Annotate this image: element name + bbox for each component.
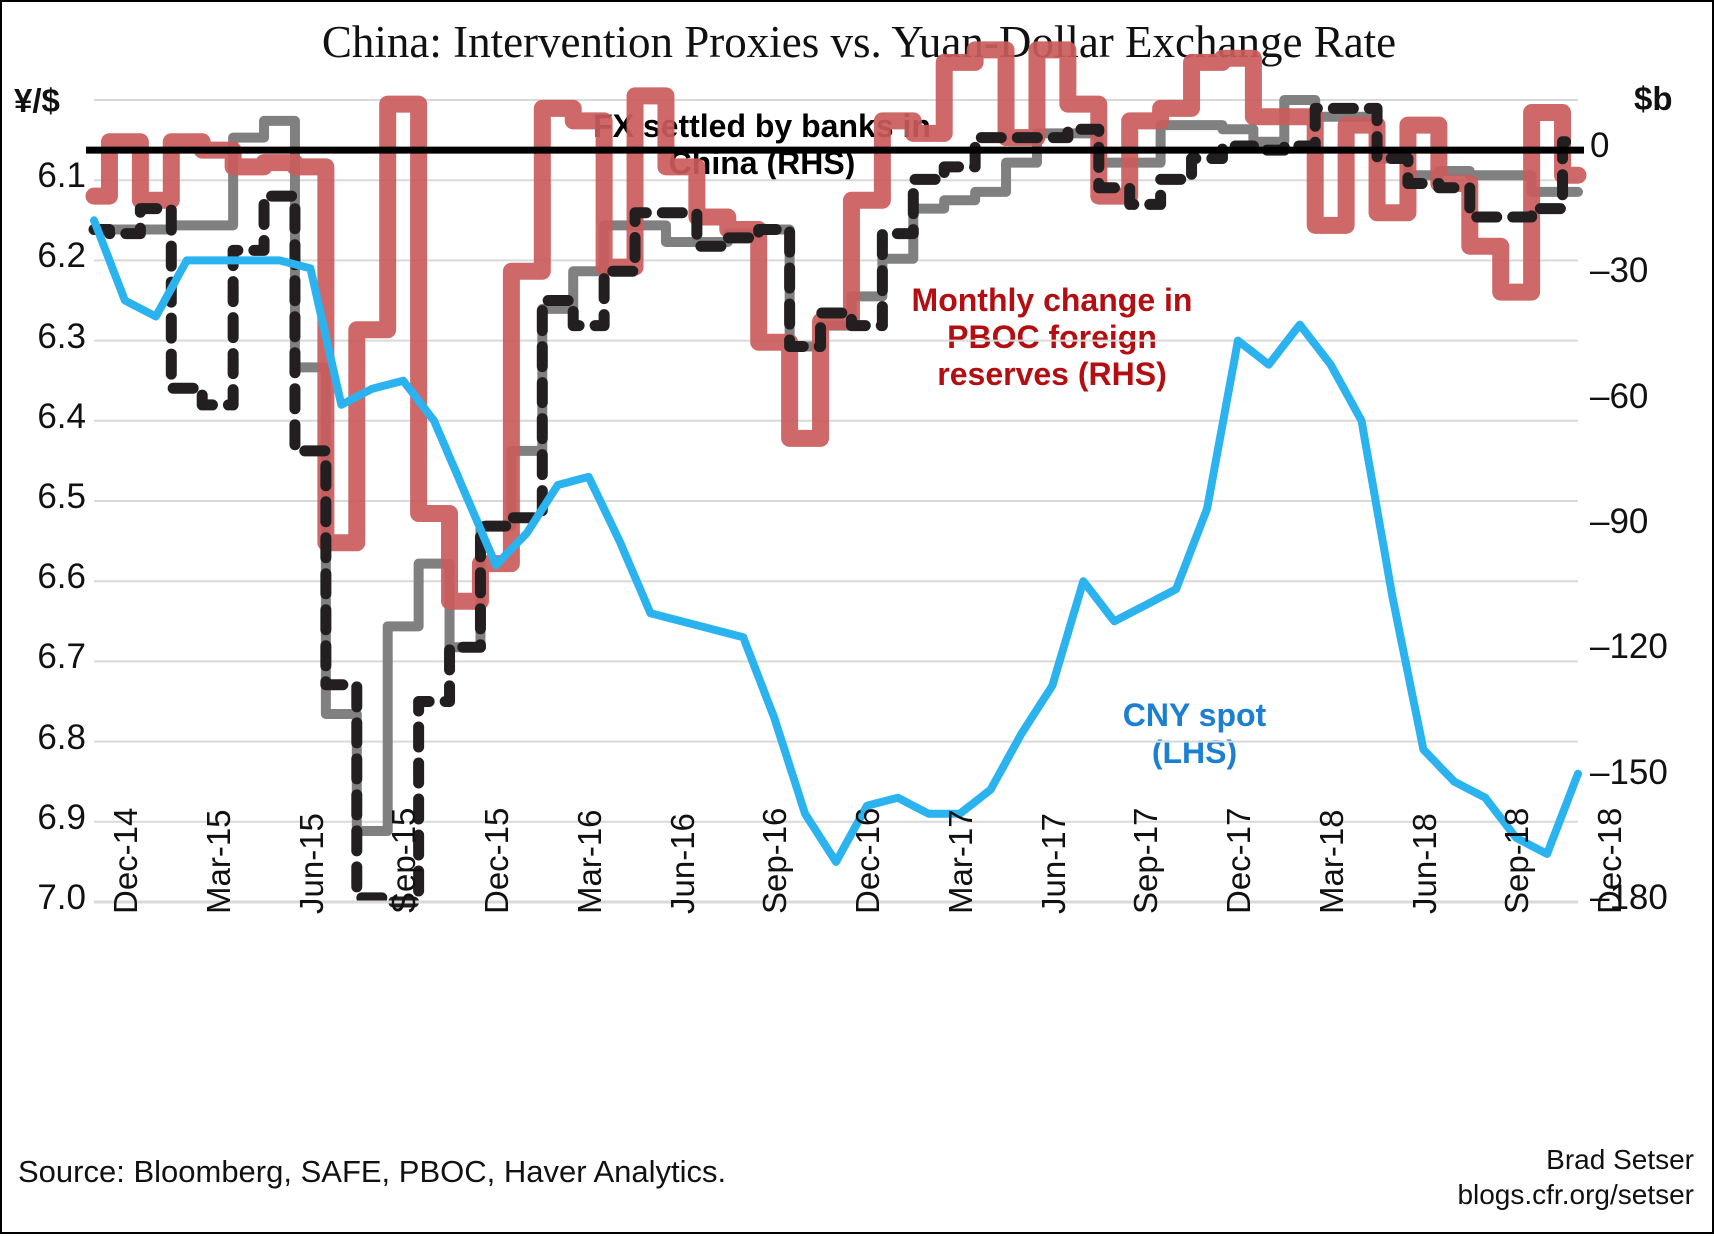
x-axis-tick: Dec-14 bbox=[107, 807, 144, 914]
right-axis-unit-label: $b bbox=[1634, 80, 1673, 117]
x-axis-tick: Mar-18 bbox=[1312, 809, 1350, 914]
left-axis-tick: 6.5 bbox=[37, 477, 86, 516]
x-axis-tick: Jun-17 bbox=[1034, 813, 1072, 914]
x-axis-tick: Dec-18 bbox=[1591, 807, 1628, 914]
x-axis-tick: Jun-18 bbox=[1405, 813, 1443, 914]
right-axis-tick: –60 bbox=[1590, 376, 1649, 416]
annotation-cny-line1: CNY spot bbox=[1122, 697, 1267, 733]
x-axis-tick: Sep-17 bbox=[1127, 807, 1165, 914]
left-axis-tick: 6.9 bbox=[37, 797, 86, 837]
annotation-cny-line2: (LHS) bbox=[1151, 733, 1238, 770]
left-axis-tick: 6.4 bbox=[37, 396, 86, 436]
credit-block: Brad Setser blogs.cfr.org/setser bbox=[1457, 1142, 1694, 1212]
right-axis-tick: 0 bbox=[1590, 126, 1610, 166]
right-axis-tick: –120 bbox=[1590, 627, 1668, 667]
right-axis-tick: –180 bbox=[1590, 878, 1668, 917]
credit-author: Brad Setser bbox=[1546, 1144, 1694, 1175]
annotation-pboc-line3: reserves (RHS) bbox=[937, 355, 1167, 392]
x-axis-tick: Mar-17 bbox=[941, 809, 979, 914]
x-axis-tick: Sep-18 bbox=[1498, 807, 1536, 914]
x-axis-tick: Mar-15 bbox=[199, 809, 237, 914]
right-axis-tick: –90 bbox=[1590, 502, 1649, 542]
left-axis-tick: 6.7 bbox=[37, 637, 86, 677]
left-axis-unit-label: ¥/$ bbox=[14, 82, 60, 119]
x-axis-tick: Jun-16 bbox=[663, 813, 701, 914]
x-axis-tick: Dec-15 bbox=[478, 807, 515, 914]
right-axis-tick: –150 bbox=[1590, 752, 1668, 792]
source-note: Source: Bloomberg, SAFE, PBOC, Haver Ana… bbox=[18, 1154, 727, 1189]
annotation-pboc-line1: Monthly change in bbox=[911, 282, 1193, 318]
left-axis-tick: 6.1 bbox=[37, 156, 86, 196]
x-axis-tick: Sep-15 bbox=[385, 807, 423, 914]
left-axis-tick: 6.2 bbox=[37, 236, 86, 276]
x-axis-tick: Mar-16 bbox=[570, 809, 608, 914]
x-axis-tick: Jun-15 bbox=[292, 813, 330, 914]
credit-site: blogs.cfr.org/setser bbox=[1457, 1179, 1694, 1210]
left-axis-tick: 7.0 bbox=[37, 878, 86, 917]
left-axis-tick: 6.3 bbox=[37, 316, 86, 356]
right-axis-tick: –30 bbox=[1590, 251, 1649, 291]
left-axis-tick: 6.8 bbox=[37, 717, 86, 757]
annotation-pboc-line2: PBOC foreign bbox=[947, 318, 1157, 355]
left-axis-tick: 6.6 bbox=[37, 557, 86, 597]
x-axis-tick: Sep-16 bbox=[756, 807, 794, 914]
annotation-pboc-reserves: Monthly change in PBOC foreign reserves … bbox=[887, 282, 1217, 392]
x-axis-tick: Dec-17 bbox=[1220, 807, 1257, 914]
x-axis-tick: Dec-16 bbox=[849, 807, 886, 914]
annotation-cny-spot: CNY spot (LHS) bbox=[1072, 697, 1317, 771]
